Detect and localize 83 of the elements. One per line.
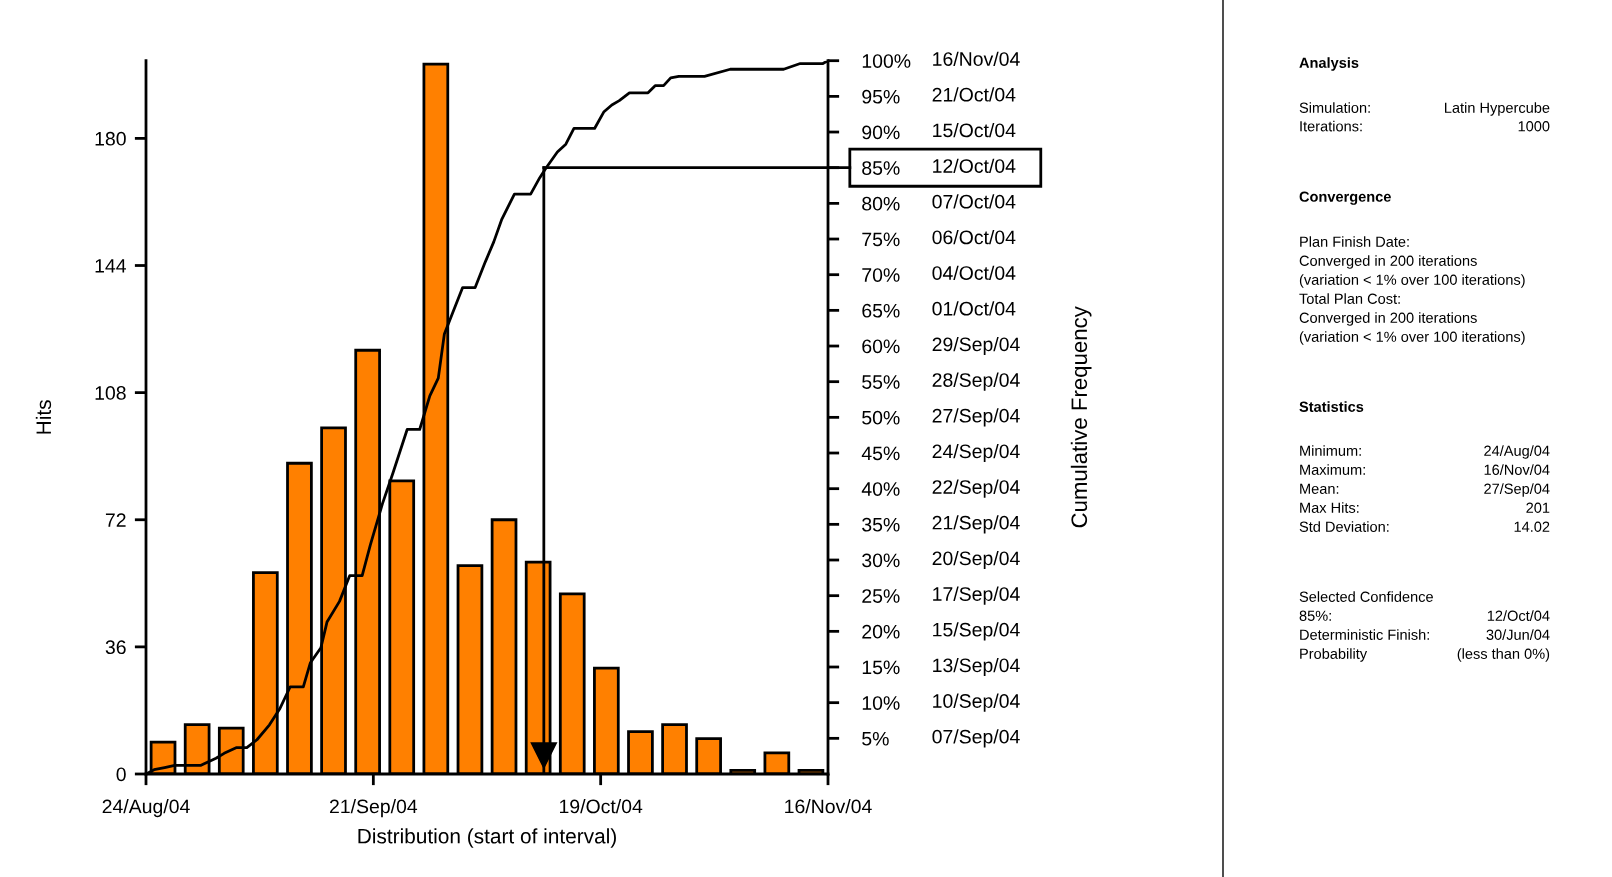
text: 27/Sep/04 (932, 408, 1020, 427)
y2-tick-label: 85% (862, 161, 900, 175)
text: Statistics (1299, 401, 1364, 412)
x-tick-label: 16/Nov/04 (785, 799, 872, 814)
text: 16/Nov/04 (1484, 464, 1550, 475)
text: Maximum: (1300, 464, 1365, 475)
y2-axis-title: Cumulative Frequency (1070, 306, 1092, 528)
text: (less than 0%) (1457, 648, 1550, 662)
text: Selected Confidence (1299, 591, 1433, 602)
text: Deterministic Finish: (1300, 629, 1429, 640)
text: Max Hits: (1300, 502, 1359, 513)
text: Probability (1300, 648, 1368, 662)
text: 04/Oct/04 (932, 265, 1016, 280)
y2-tick-label: 80% (862, 196, 900, 211)
text: Converged in 200 iterations (1299, 312, 1477, 326)
text: 07/Sep/04 (932, 729, 1020, 748)
y2-tick-label: 15% (862, 660, 900, 675)
y-tick-label: 108 (95, 386, 126, 400)
text: 21/Sep/04 (932, 515, 1020, 534)
y-tick-label: 180 (95, 131, 126, 146)
y2-tick-label: 30% (862, 553, 900, 568)
y2-tick-label: 10% (862, 696, 900, 710)
text: 15/Sep/04 (933, 622, 1020, 641)
text: 85%: (1299, 610, 1331, 621)
y2-tick-label: 100% (862, 54, 911, 68)
text: 201 (1526, 502, 1550, 513)
y2-tick-label: 5% (862, 731, 889, 746)
y2-tick-label: 50% (862, 410, 900, 425)
y2-tick-label: 20% (862, 624, 900, 639)
text: 14.02 (1514, 521, 1550, 532)
y2-tick-label: 90% (862, 125, 900, 140)
text: 01/Oct/04 (932, 301, 1016, 316)
x-axis-title: Distribution (start of interval) (358, 828, 616, 848)
text: Simulation: (1299, 102, 1370, 113)
text: 22/Sep/04 (932, 479, 1020, 498)
text: Analysis (1299, 57, 1359, 71)
y2-tick-label: 55% (862, 375, 900, 389)
y2-tick-label: 75% (862, 232, 900, 247)
y-tick-label: 0 (116, 767, 126, 782)
text: 13/Sep/04 (933, 657, 1020, 677)
y2-tick-label: 60% (862, 339, 900, 354)
text: Iterations: (1300, 120, 1362, 132)
text: 17/Sep/04 (933, 586, 1020, 605)
text: 10/Sep/04 (933, 693, 1020, 712)
text: 30/Jun/04 (1486, 629, 1550, 640)
y2-tick-label: 25% (862, 589, 900, 603)
text: (variation < 1% over 100 iterations) (1299, 331, 1525, 345)
text: (variation < 1% over 100 iterations) (1299, 274, 1525, 288)
text: 27/Sep/04 (1484, 483, 1550, 497)
text: Mean: (1300, 483, 1339, 494)
text: 29/Sep/04 (932, 336, 1020, 356)
y2-tick-label: 70% (862, 268, 900, 282)
y2-tick-label: 95% (862, 89, 900, 104)
text: Std Deviation: (1299, 521, 1389, 532)
y-tick-label: 72 (105, 513, 126, 527)
text: 12/Oct/04 (933, 158, 1016, 173)
y-tick-label: 36 (105, 640, 126, 655)
y2-tick-label: 40% (861, 482, 900, 496)
x-tick-label: 21/Sep/04 (329, 799, 418, 818)
text: Convergence (1299, 191, 1391, 205)
text: 24/Aug/04 (1484, 445, 1550, 459)
text: 21/Oct/04 (932, 87, 1016, 102)
text: 06/Oct/04 (932, 229, 1016, 245)
text: Converged in 200 iterations (1299, 255, 1477, 269)
y-axis-title: Hits (35, 400, 52, 434)
text: 28/Sep/04 (932, 372, 1020, 391)
text: 1000 (1518, 121, 1550, 132)
text: 24/Sep/04 (932, 443, 1020, 463)
text: 07/Oct/04 (932, 194, 1016, 209)
x-tick-label: 24/Aug/04 (102, 799, 190, 818)
text: Latin Hypercube (1445, 102, 1550, 116)
y2-tick-label: 35% (862, 517, 900, 532)
text: Total Plan Cost: (1299, 293, 1400, 304)
text: 20/Sep/04 (932, 550, 1020, 570)
text: 12/Oct/04 (1487, 610, 1550, 621)
y2-tick-label: 45% (861, 446, 900, 461)
text: Minimum: (1300, 445, 1361, 456)
text: 15/Oct/04 (933, 122, 1016, 138)
x-tick-label: 19/Oct/04 (560, 799, 643, 814)
y-tick-label: 144 (95, 259, 126, 273)
text: Plan Finish Date: (1300, 236, 1409, 247)
y2-tick-label: 65% (862, 303, 900, 318)
text: 16/Nov/04 (933, 51, 1020, 66)
